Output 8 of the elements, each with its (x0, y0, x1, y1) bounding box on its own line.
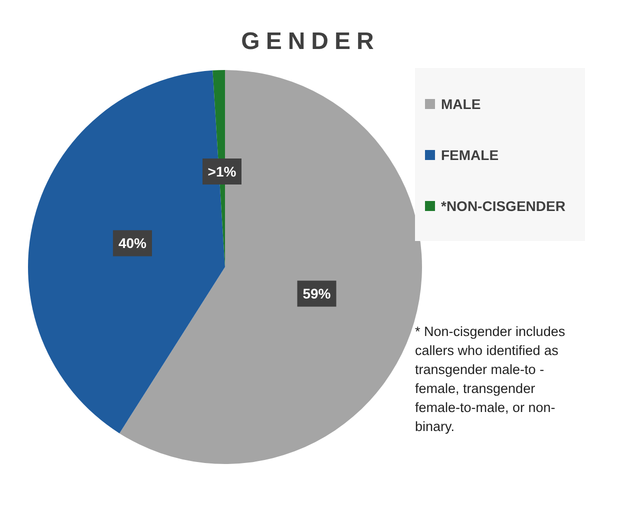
data-label: 59% (302, 286, 332, 302)
legend-label: FEMALE (441, 146, 499, 162)
chart-title: GENDER (240, 28, 381, 56)
text: * Non-cisgender includes callers who identified as transgender male-to - female, transgender female-to-male, or non-binary. (415, 323, 566, 436)
data-label: 40% (118, 235, 148, 252)
legend-label: MALE (441, 96, 481, 112)
legend-label: *NON-CISGENDER (441, 198, 566, 214)
data-label: >1% (208, 164, 237, 180)
